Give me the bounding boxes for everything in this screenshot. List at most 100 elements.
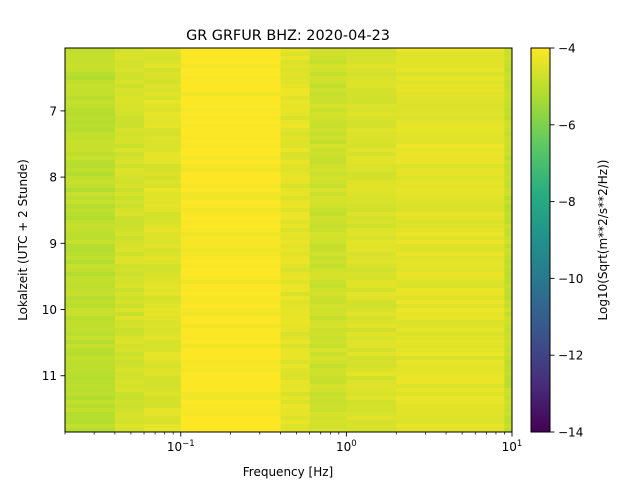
y-tick-label: 8 (49, 171, 57, 185)
heatmap-cell (280, 384, 311, 389)
heatmap-cell (396, 256, 505, 261)
heatmap-cell (396, 108, 505, 113)
heatmap-cell (346, 96, 397, 101)
heatmap-cell (346, 60, 397, 65)
heatmap-cell (144, 200, 182, 205)
heatmap-cell (65, 272, 116, 277)
heatmap-cell (144, 128, 182, 133)
heatmap-cell (346, 200, 397, 205)
heatmap-cell (65, 364, 116, 369)
heatmap-cell (346, 372, 397, 377)
heatmap-cell (396, 176, 505, 181)
heatmap-cell (144, 64, 182, 69)
heatmap-cell (504, 164, 512, 169)
heatmap-cell (180, 160, 281, 165)
heatmap-cell (396, 288, 505, 293)
heatmap-cell (144, 252, 182, 257)
heatmap-cell (309, 240, 347, 245)
heatmap-cell (504, 312, 512, 317)
heatmap-cell (309, 148, 347, 153)
heatmap-cell (144, 72, 182, 77)
heatmap-cell (309, 160, 347, 165)
heatmap-cell (346, 48, 397, 53)
heatmap-cell (114, 344, 145, 349)
heatmap-cell (504, 236, 512, 241)
heatmap-cell (144, 380, 182, 385)
heatmap-cell (396, 148, 505, 153)
heatmap-cell (180, 68, 281, 73)
heatmap-cell (346, 332, 397, 337)
heatmap-cell (309, 292, 347, 297)
heatmap-cell (346, 52, 397, 57)
heatmap-cell (504, 268, 512, 273)
heatmap-cell (504, 288, 512, 293)
heatmap-cell (504, 300, 512, 305)
heatmap-cell (114, 400, 145, 405)
heatmap-cell (180, 148, 281, 153)
heatmap-cell (114, 216, 145, 221)
heatmap-cell (144, 344, 182, 349)
heatmap-cell (280, 204, 311, 209)
heatmap-cell (65, 220, 116, 225)
heatmap-cell (309, 144, 347, 149)
heatmap-cell (180, 80, 281, 85)
heatmap-cell (65, 400, 116, 405)
heatmap-cell (114, 128, 145, 133)
heatmap-cell (65, 140, 116, 145)
heatmap-cell (309, 268, 347, 273)
heatmap-cell (396, 184, 505, 189)
heatmap-cell (114, 352, 145, 357)
heatmap-cell (346, 124, 397, 129)
heatmap-cell (346, 212, 397, 217)
heatmap-cell (396, 404, 505, 409)
heatmap-cell (280, 80, 311, 85)
heatmap-cell (180, 88, 281, 93)
heatmap-cell (114, 360, 145, 365)
heatmap-cell (504, 104, 512, 109)
heatmap-cell (280, 220, 311, 225)
heatmap-cell (504, 196, 512, 201)
heatmap-cell (280, 420, 311, 425)
heatmap-cell (144, 268, 182, 273)
heatmap-cell (309, 296, 347, 301)
heatmap-cell (180, 296, 281, 301)
heatmap-cell (346, 276, 397, 281)
heatmap-cell (396, 56, 505, 61)
heatmap-cells (65, 48, 512, 432)
heatmap-cell (504, 100, 512, 105)
heatmap-cell (114, 292, 145, 297)
heatmap-cell (346, 208, 397, 213)
heatmap-cell (114, 424, 145, 429)
heatmap-cell (504, 384, 512, 389)
heatmap-cell (114, 416, 145, 421)
heatmap-cell (280, 156, 311, 161)
heatmap-cell (309, 188, 347, 193)
heatmap-cell (114, 372, 145, 377)
heatmap-cell (396, 96, 505, 101)
heatmap-cell (346, 328, 397, 333)
heatmap-cell (280, 364, 311, 369)
heatmap-cell (114, 336, 145, 341)
heatmap-cell (346, 396, 397, 401)
heatmap-cell (144, 384, 182, 389)
heatmap-cell (504, 188, 512, 193)
heatmap-cell (309, 140, 347, 145)
heatmap-cell (65, 196, 116, 201)
heatmap-cell (396, 104, 505, 109)
heatmap-cell (504, 336, 512, 341)
heatmap-cell (309, 48, 347, 53)
heatmap-cell (180, 208, 281, 213)
heatmap-cell (114, 108, 145, 113)
heatmap-cell (309, 52, 347, 57)
heatmap-cell (280, 360, 311, 365)
heatmap-cell (396, 52, 505, 57)
heatmap-cell (144, 424, 182, 429)
heatmap-cell (504, 132, 512, 137)
heatmap-cell (65, 244, 116, 249)
heatmap-cell (504, 128, 512, 133)
heatmap-cell (180, 288, 281, 293)
heatmap-cell (346, 352, 397, 357)
heatmap-cell (65, 64, 116, 69)
heatmap-cell (346, 100, 397, 105)
heatmap-cell (180, 244, 281, 249)
